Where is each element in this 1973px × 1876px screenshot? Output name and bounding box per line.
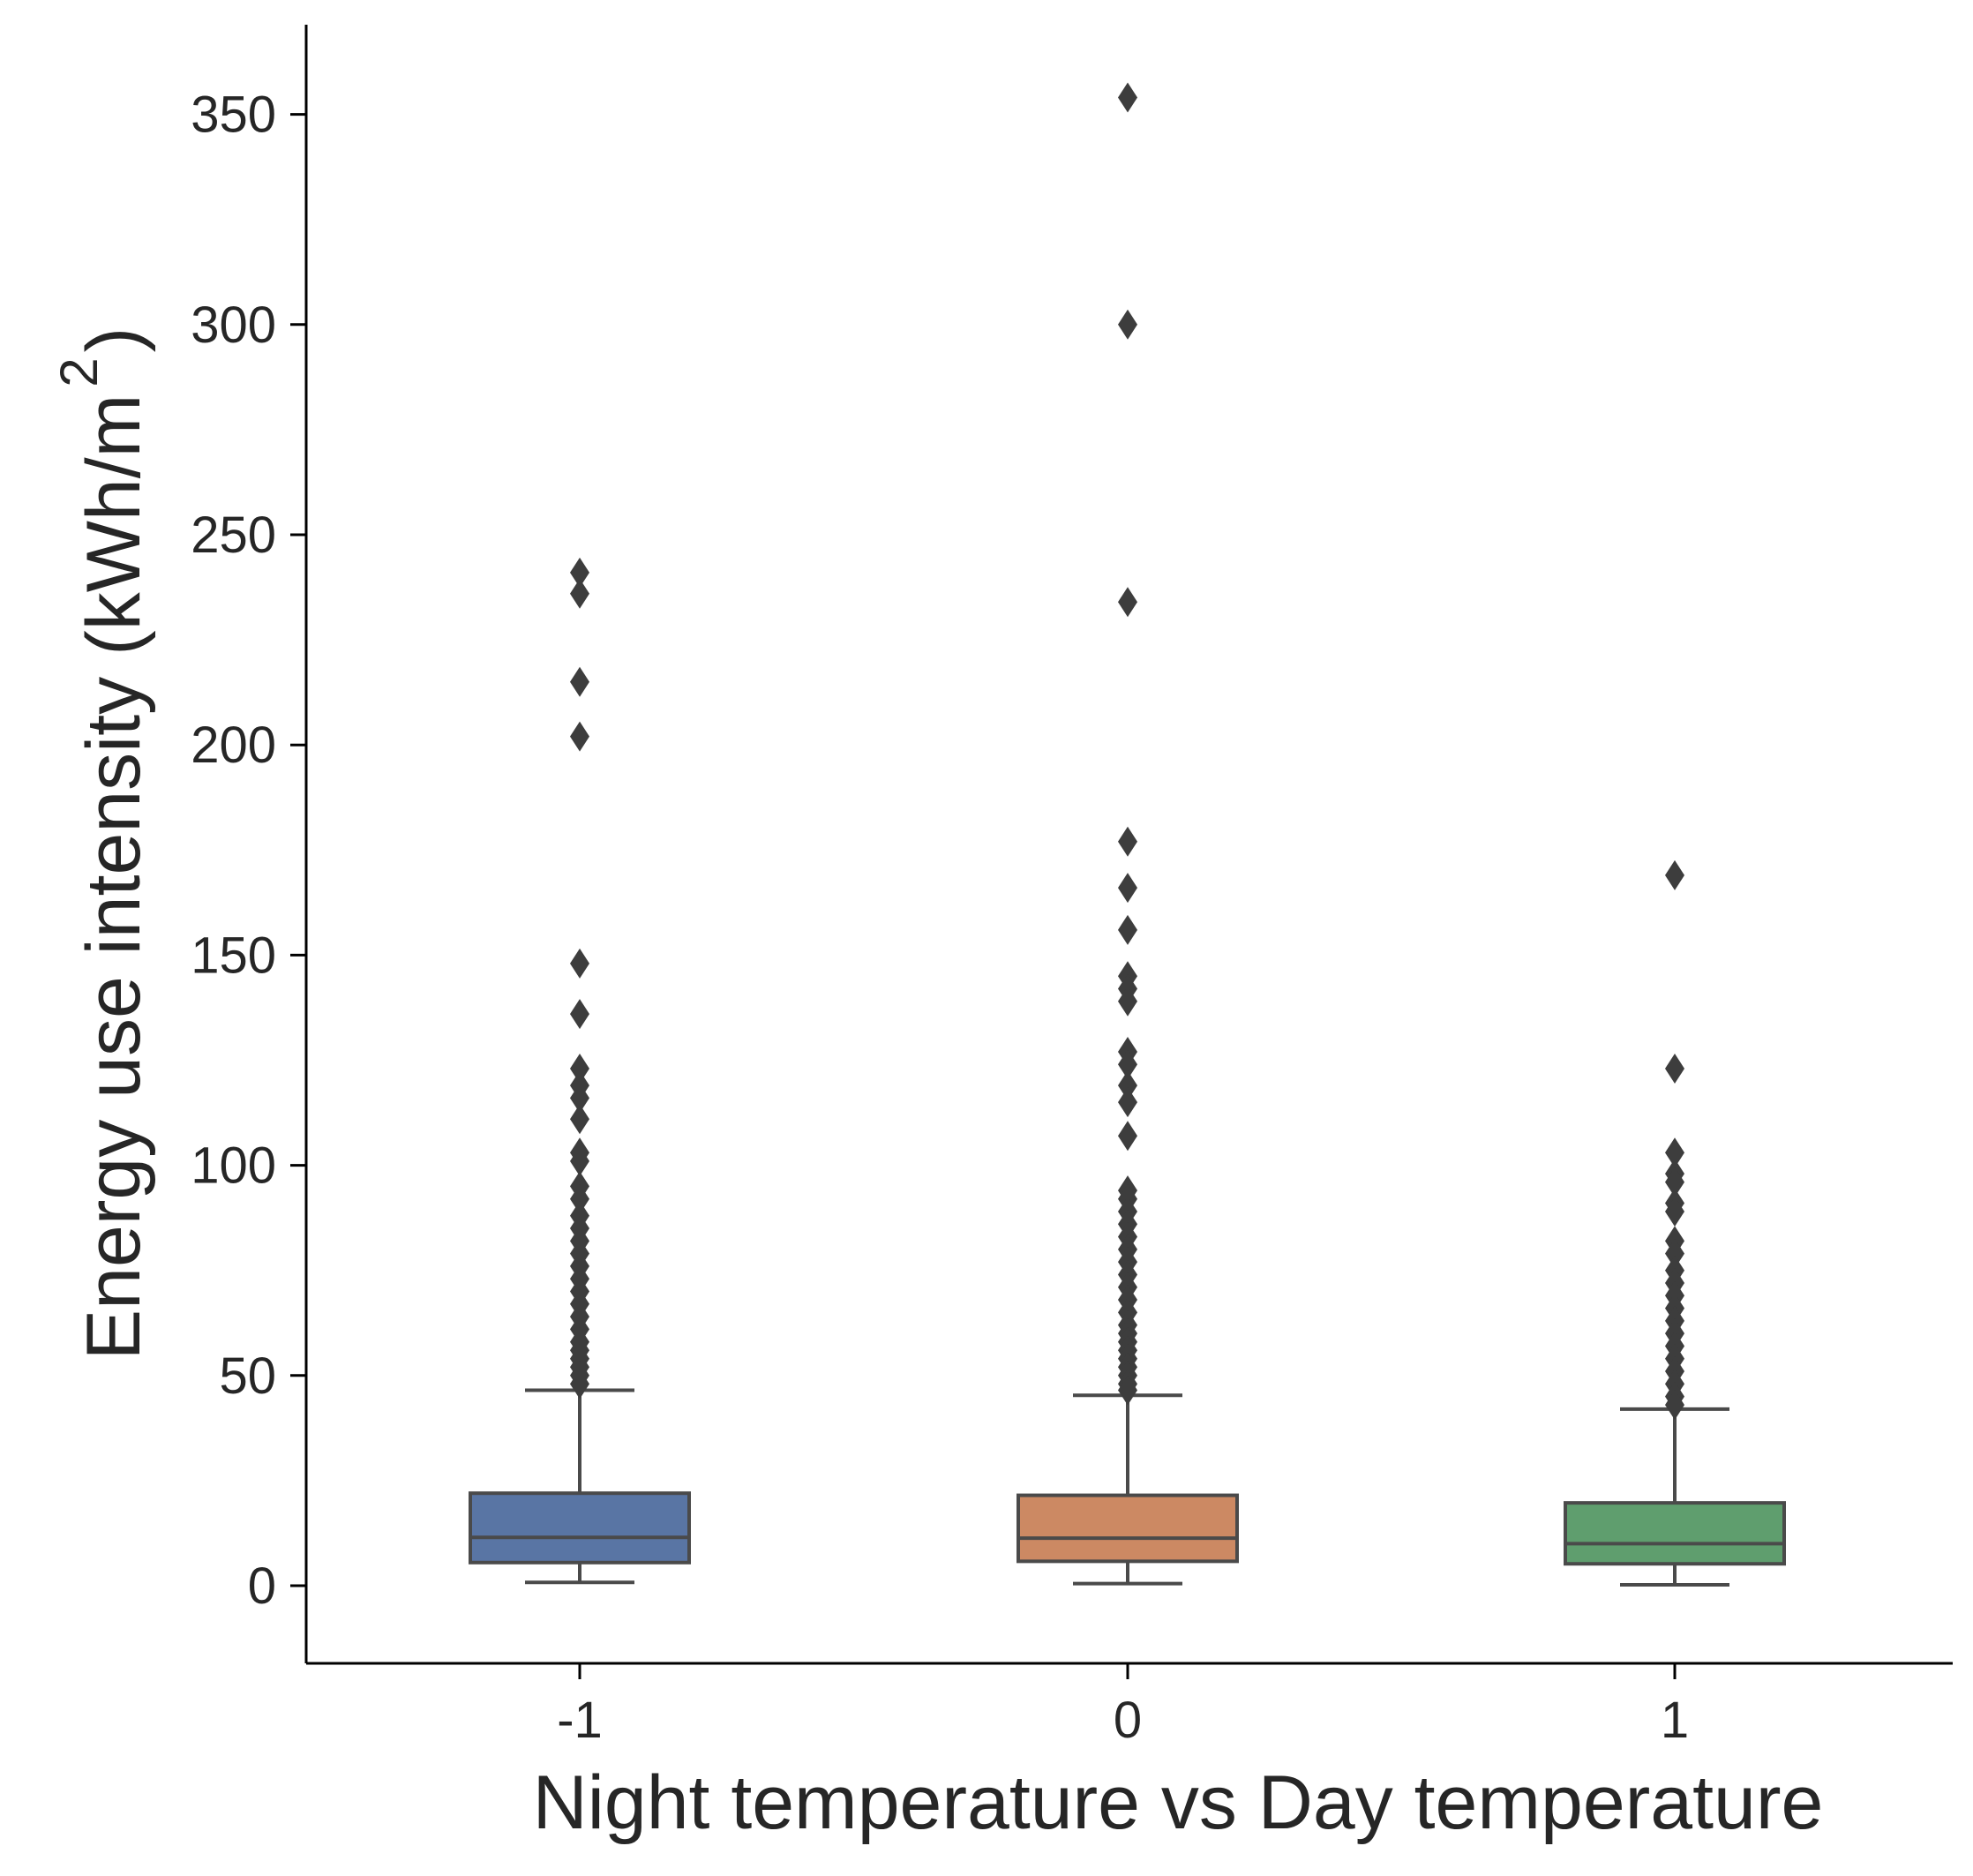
outlier-point [1118, 986, 1137, 1017]
x-axis-label: Night temperature vs Day temperature [533, 1760, 1824, 1845]
y-tick-label: 50 [219, 1347, 276, 1405]
outlier-point [1118, 587, 1137, 618]
outlier-point [1118, 826, 1137, 857]
y-axis-ticks: 0 50 100 150 200 250 300 350 [191, 86, 306, 1615]
outlier-point [570, 578, 589, 609]
outlier-point [1118, 1121, 1137, 1152]
outlier-point [1665, 1167, 1684, 1197]
outlier-point [570, 1183, 589, 1214]
outlier-point [570, 1083, 589, 1114]
x-tick-label: 1 [1661, 1692, 1689, 1749]
outlier-point [1118, 82, 1137, 113]
outlier-point [1665, 1238, 1684, 1269]
outlier-point [1118, 1049, 1137, 1080]
box-iqr [1564, 1501, 1786, 1566]
x-tick-label: -1 [557, 1692, 603, 1749]
y-tick-label: 200 [191, 717, 276, 774]
box-group-0 [1017, 82, 1239, 1586]
outlier-point [570, 1145, 589, 1176]
outlier-point [570, 948, 589, 979]
y-tick-label: 300 [191, 296, 276, 354]
y-axis-label-close: ) [71, 327, 156, 353]
outlier-point [570, 1054, 589, 1084]
box-iqr [1017, 1493, 1239, 1564]
y-tick-label: 150 [191, 927, 276, 984]
y-tick-label: 250 [191, 507, 276, 564]
y-axis-label-superscript: 2 [49, 357, 109, 386]
outlier-point [570, 557, 589, 588]
box-iqr [469, 1491, 691, 1565]
outlier-point [1665, 1197, 1684, 1227]
svg-text:Energy use intensity (kWh/m2): Energy use intensity (kWh/m 2) [49, 327, 156, 1361]
box-group--1 [469, 557, 691, 1585]
outlier-point [1665, 1390, 1684, 1421]
outlier-point [1665, 859, 1684, 890]
outlier-point [1665, 1054, 1684, 1084]
outlier-point [570, 1369, 589, 1399]
y-axis-label: Energy use intensity (kWh/m 2) [49, 327, 156, 1361]
outlier-point [570, 1104, 589, 1135]
y-tick-label: 100 [191, 1137, 276, 1195]
boxes [469, 82, 1786, 1587]
y-tick-label: 350 [191, 86, 276, 144]
x-tick-label: 0 [1114, 1692, 1142, 1749]
axes: 0 50 100 150 200 250 300 350 -1 0 1 [191, 25, 1953, 1749]
box-group-1 [1564, 859, 1786, 1587]
y-tick-label: 0 [248, 1557, 276, 1615]
x-axis-ticks: -1 0 1 [557, 1663, 1689, 1749]
y-axis-label-text: Energy use intensity (kWh/m [71, 394, 156, 1360]
outlier-point [1118, 1375, 1137, 1406]
outlier-point [570, 666, 589, 697]
outlier-point [1118, 914, 1137, 945]
outlier-point [1118, 309, 1137, 340]
outlier-point [1118, 1087, 1137, 1118]
outlier-point [570, 721, 589, 752]
outlier-point [1665, 1137, 1684, 1168]
outlier-point [1118, 1070, 1137, 1101]
outlier-point [1118, 873, 1137, 904]
outlier-point [570, 999, 589, 1030]
